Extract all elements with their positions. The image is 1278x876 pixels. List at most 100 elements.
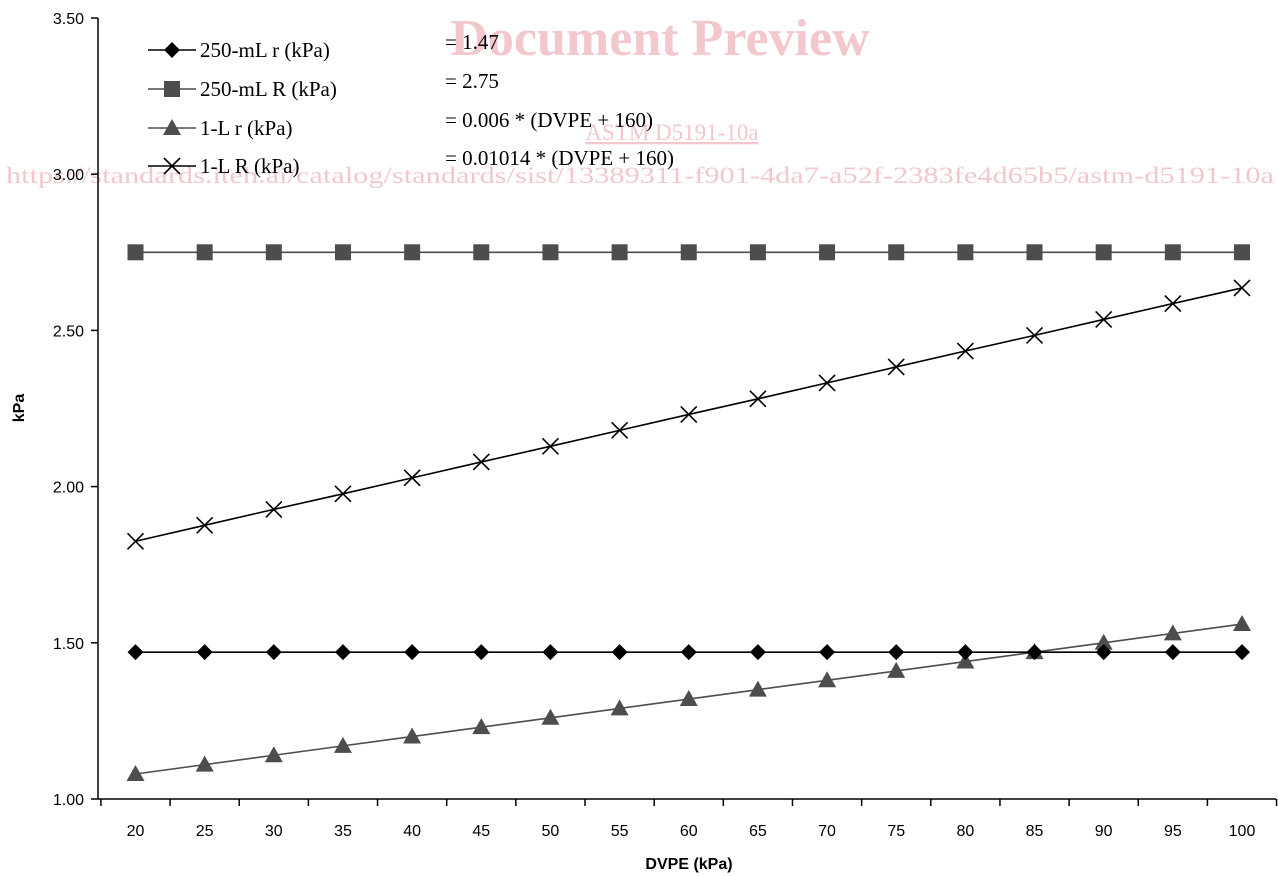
- data-point-x: [611, 421, 629, 439]
- y-tick-label: 2.00: [53, 480, 84, 497]
- data-point-triangle: [1163, 624, 1182, 641]
- x-tick-label: 25: [196, 823, 214, 840]
- x-tick-label: 20: [127, 823, 145, 840]
- data-point-diamond: [749, 644, 766, 661]
- series-triangle: [126, 615, 1251, 782]
- x-tick-label: 30: [265, 823, 283, 840]
- x-tick-label: 80: [956, 823, 974, 840]
- x-tick-label: 85: [1026, 823, 1044, 840]
- data-point-x: [956, 342, 974, 360]
- data-point-x: [472, 453, 490, 471]
- data-point-x: [126, 532, 145, 550]
- data-point-square: [611, 244, 628, 261]
- data-point-diamond: [819, 644, 836, 661]
- x-tick-label: 100: [1229, 823, 1256, 840]
- y-tick-label: 3.50: [53, 11, 84, 28]
- axes: 1.00 1.50 2.00 2.50 3.00 3.50 20 25 30 35 40 45 50 55…: [53, 11, 1278, 840]
- data-point-diamond: [888, 644, 905, 661]
- data-point-triangle: [887, 661, 906, 678]
- data-point-x: [163, 157, 181, 175]
- x-tick-label: 70: [818, 823, 836, 840]
- data-point-square: [265, 244, 282, 261]
- data-point-triangle: [1233, 615, 1251, 632]
- legend-label: 250-mL R (kPa): [200, 77, 337, 101]
- data-point-square: [957, 244, 974, 261]
- legend-item: 1-L R (kPa) = 0.01014 * (DVPE + 160): [148, 146, 674, 178]
- x-tick-label: 75: [887, 823, 905, 840]
- data-point-x: [403, 469, 421, 487]
- x-axis-title: DVPE (kPa): [645, 856, 732, 873]
- data-point-square: [334, 244, 351, 261]
- data-point-square: [404, 244, 421, 261]
- x-tick-label: 45: [472, 823, 490, 840]
- legend-item: 1-L r (kPa) = 0.006 * (DVPE + 160): [148, 108, 653, 140]
- data-point-diamond: [1095, 644, 1112, 661]
- watermark-url: https://standards.iteh.ai/catalog/standa…: [6, 163, 1274, 188]
- data-point-square: [1095, 244, 1112, 261]
- legend-formula: = 2.75: [445, 69, 499, 93]
- x-tick-label: 90: [1095, 823, 1113, 840]
- y-tick-label: 3.00: [53, 167, 84, 184]
- y-axis-title: kPa: [11, 394, 28, 423]
- legend-label: 250-mL r (kPa): [200, 38, 330, 62]
- data-point-square: [1026, 244, 1043, 261]
- data-point-x: [1233, 279, 1251, 297]
- data-point-triangle: [264, 746, 283, 763]
- data-point-diamond: [1026, 644, 1043, 661]
- data-point-triangle: [956, 652, 975, 669]
- data-point-diamond: [265, 644, 282, 661]
- series-x: [126, 279, 1251, 550]
- data-point-triangle: [126, 765, 145, 782]
- data-point-square: [1164, 244, 1181, 261]
- x-tick-label: 50: [542, 823, 560, 840]
- series-layer: [126, 244, 1251, 782]
- data-point-triangle: [748, 680, 767, 697]
- y-tick-label: 2.50: [53, 323, 84, 340]
- data-point-square: [888, 244, 905, 261]
- data-point-diamond: [334, 644, 351, 661]
- data-point-diamond: [1234, 644, 1250, 661]
- data-point-square: [127, 244, 144, 261]
- data-point-diamond: [680, 644, 697, 661]
- data-point-triangle: [541, 708, 560, 725]
- x-tick-label: 65: [749, 823, 767, 840]
- data-point-diamond: [196, 644, 213, 661]
- data-point-diamond: [542, 644, 559, 661]
- data-point-square: [164, 81, 180, 97]
- y-tick-label: 1.50: [53, 636, 84, 653]
- data-point-diamond: [404, 644, 421, 661]
- x-tick-label: 55: [611, 823, 629, 840]
- y-tick-label: 1.00: [53, 792, 84, 809]
- data-point-diamond: [127, 644, 144, 661]
- data-point-square: [196, 244, 213, 261]
- data-point-x: [887, 358, 905, 376]
- data-point-diamond: [957, 644, 974, 661]
- data-point-triangle: [472, 718, 491, 735]
- data-point-triangle: [403, 727, 422, 744]
- data-point-triangle: [679, 690, 698, 707]
- data-point-square: [1234, 244, 1250, 261]
- data-point-square: [819, 244, 836, 261]
- data-point-x: [265, 500, 283, 518]
- legend-formula: = 0.01014 * (DVPE + 160): [445, 146, 674, 170]
- data-point-triangle: [333, 736, 352, 753]
- legend-label: 1-L R (kPa): [200, 154, 300, 178]
- legend-formula: = 1.47: [445, 30, 499, 54]
- x-tick-label: 35: [334, 823, 352, 840]
- data-point-triangle: [1094, 633, 1113, 650]
- data-point-triangle: [610, 699, 629, 716]
- x-tick-label: 95: [1164, 823, 1182, 840]
- x-tick-label: 60: [680, 823, 698, 840]
- data-point-triangle: [163, 119, 181, 135]
- data-point-diamond: [473, 644, 490, 661]
- data-point-diamond: [611, 644, 628, 661]
- watermark: Document Preview ASTM D5191-10a https://…: [6, 10, 1274, 188]
- data-point-triangle: [818, 671, 837, 688]
- data-point-x: [1025, 326, 1044, 344]
- data-point-x: [541, 437, 560, 455]
- data-point-square: [473, 244, 490, 261]
- legend-item: 250-mL R (kPa) = 2.75: [148, 69, 499, 101]
- data-point-square: [749, 244, 766, 261]
- data-point-diamond: [1164, 644, 1181, 661]
